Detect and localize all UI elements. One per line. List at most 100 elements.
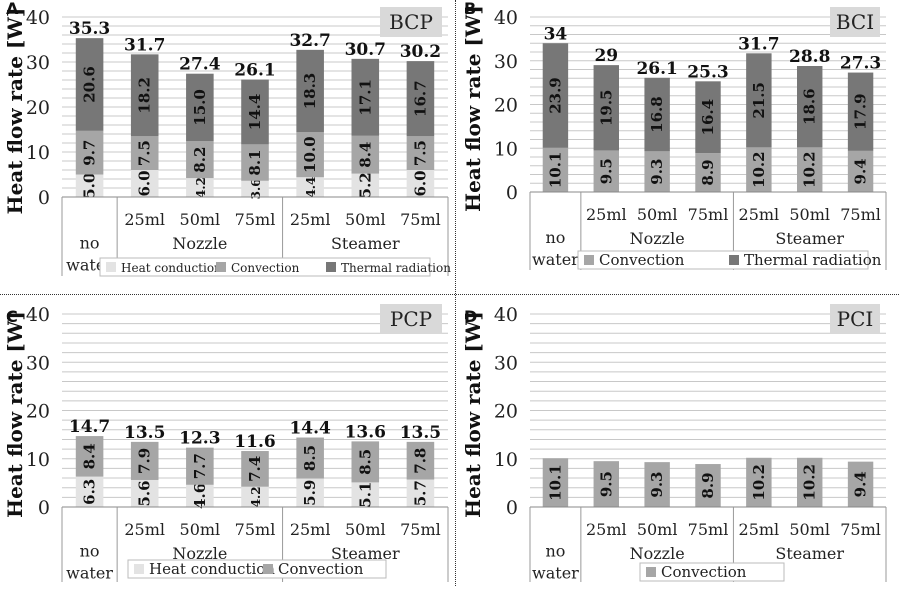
bar-total-label: 34 [544,24,568,44]
bar-segment [593,461,619,507]
bar-value-label: 6.0 [411,170,429,196]
chart-panel-d: 0 10 20 30 40 Heat flow rate [W]D PCI 10.1 9.5 9.… [461,304,887,583]
legend-label: Heat conduction [149,560,275,578]
y-tick-label: 40 [494,7,518,29]
x-group-label: Nozzle [630,544,685,563]
y-tick-label: 30 [494,51,518,73]
bar-value-label: 10.1 [546,464,564,501]
bar-value-label: 6.0 [136,170,154,196]
bar-total-label: 30.7 [345,40,386,60]
legend-swatch [106,262,116,272]
x-group-label: Nozzle [172,544,227,563]
bar-value-label: 7.4 [246,456,264,482]
bar-segment [695,464,721,507]
x-category-label: 25ml [586,205,627,224]
bar-total-label: 29 [594,46,618,66]
legend-swatch [584,255,594,265]
x-category-label: no water [66,542,113,583]
title-badge [830,304,880,334]
bar-value-label: 7.9 [136,448,154,474]
x-group-label: Nozzle [630,229,685,248]
x-category-label: 25ml [124,210,165,229]
bar-value-label: 5.2 [356,172,374,198]
bar-segment [241,79,269,145]
bar-value-label: 18.6 [801,88,819,125]
bar-value-label: 7.7 [191,453,209,479]
bar-segment [644,151,670,192]
bar-segment [695,81,721,154]
bar-segment [351,173,380,197]
x-category-label: 50ml [789,520,830,539]
y-tick-label: 10 [494,138,518,160]
x-group-label: Steamer [775,229,844,248]
x-category-label-part: no [80,542,100,561]
bar-value-label: 8.4 [356,142,374,168]
legend-swatch [263,564,273,574]
legend-box [639,562,785,582]
x-category-label-part: water [532,250,579,269]
x-category-label: 75ml [688,520,729,539]
bar-total-label: 31.7 [738,34,779,54]
bar-segment [75,38,104,131]
bar-segment [847,72,874,151]
bar-total-label: 26.1 [234,61,275,81]
legend-box [99,257,431,277]
bar-value-label: 10.2 [801,464,819,501]
x-group-label: Steamer [331,234,400,253]
chart-title: PCP [390,307,432,331]
bar-segment [130,479,159,507]
x-category-label: no water [532,228,579,269]
x-category-label: 50ml [180,520,221,539]
x-category-label-part: no [545,228,565,247]
bar-segment [186,178,214,197]
legend-box [127,559,387,579]
bar-segment [130,441,159,480]
bar-value-label: 10.0 [301,136,319,173]
bar-value-label: 7.8 [411,448,429,474]
x-category-label: 75ml [840,520,881,539]
bar-value-label: 5.6 [136,480,154,506]
x-category-label: 75ml [235,520,276,539]
x-category-label: 50ml [789,205,830,224]
bar-segment [746,53,772,148]
y-tick-label: 20 [26,97,50,119]
y-tick-label: 40 [26,304,50,326]
y-axis-label: Heat flow rate [W] [3,311,27,518]
bar-segment [847,461,874,507]
legend-label: Convection [231,261,300,275]
bar-segment [542,147,569,192]
bar-value-label: 3.6 [249,178,263,199]
legend-label: Heat conduction [121,261,222,275]
bar-value-label: 8.4 [81,443,99,469]
title-badge [830,7,880,37]
panel-letter: D [464,307,477,326]
bar-segment [644,462,670,507]
y-tick-label: 0 [38,187,50,209]
x-category-label: 50ml [637,205,678,224]
x-category-label: 25ml [290,520,331,539]
x-group-label: Steamer [775,544,844,563]
bar-value-label: 8.5 [356,449,374,475]
bar-total-label: 11.6 [234,432,275,452]
panel-letter: C [6,307,18,326]
bar-value-label: 4.2 [194,177,208,198]
panel-letter: B [464,0,476,18]
bar-value-label: 16.7 [411,80,429,117]
y-tick-label: 0 [506,497,518,519]
bar-value-label: 10.2 [801,151,819,188]
x-group-label: Nozzle [172,234,227,253]
x-category-label: 50ml [180,210,221,229]
x-category-label: 25ml [586,520,627,539]
x-category-label-part: no [80,234,100,253]
panel-divider-horizontal [0,294,899,295]
x-category-label-part: water [532,564,579,583]
bar-segment [130,136,159,170]
x-category-label: 75ml [840,205,881,224]
bar-segment [241,180,269,197]
bar-value-label: 16.8 [648,96,666,133]
bar-value-label: 17.1 [356,79,374,116]
bar-segment [797,457,823,507]
